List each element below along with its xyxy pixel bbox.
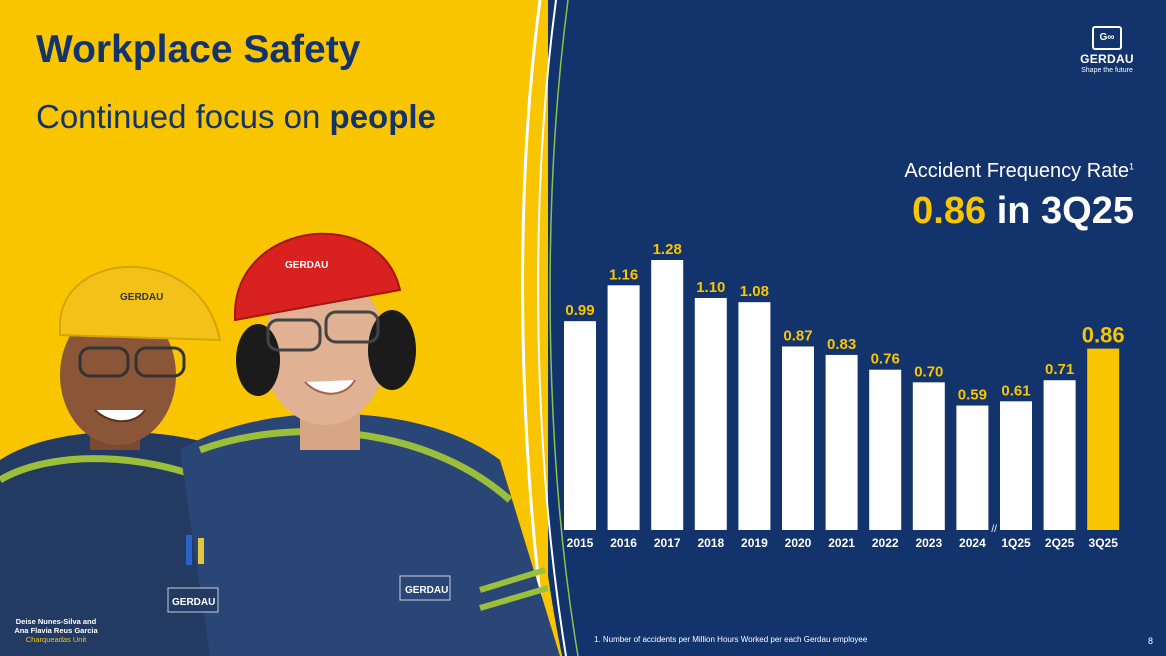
bar-2019 (738, 302, 771, 530)
metric-value-number: 0.86 (912, 190, 987, 232)
page-title: Workplace Safety (36, 28, 361, 71)
logo-tagline: Shape the future (1081, 67, 1133, 74)
tick-label-2024: 2024 (959, 536, 986, 550)
tick-label-3Q25: 3Q25 (1089, 536, 1119, 550)
tick-label-2018: 2018 (697, 536, 724, 550)
tick-label-2015: 2015 (567, 536, 594, 550)
caption-unit: Charqueadas Unit (25, 635, 87, 644)
data-label-2017: 1.28 (653, 241, 682, 258)
metric-value: 0.86 in 3Q25 (912, 190, 1134, 233)
bar-1Q25 (1000, 401, 1032, 530)
tick-label-2021: 2021 (828, 536, 855, 550)
data-label-2021: 0.83 (827, 336, 856, 353)
tick-label-2019: 2019 (741, 536, 768, 550)
bar-2015 (564, 321, 596, 530)
axis-break-marker: // (991, 524, 997, 535)
bar-2024 (956, 405, 989, 530)
data-label-2020: 0.87 (783, 327, 812, 344)
data-label-2Q25: 0.71 (1045, 361, 1074, 378)
data-label-2022: 0.76 (871, 351, 900, 368)
metric-label-text: Accident Frequency Rate (904, 160, 1129, 182)
tick-label-2023: 2023 (915, 536, 942, 550)
bar-2021 (825, 354, 858, 530)
bar-2017 (651, 260, 684, 530)
data-label-1Q25: 0.61 (1001, 382, 1030, 399)
data-label-2019: 1.08 (740, 283, 769, 300)
data-label-3Q25: 0.86 (1082, 323, 1125, 348)
gerdau-logo-icon: G∞ (1092, 26, 1122, 50)
bar-3Q25 (1087, 348, 1120, 530)
caption-names: Deise Nunes-Silva and Ana Flavia Reus Ga… (14, 617, 98, 635)
helmet-text-right: GERDAU (285, 260, 328, 271)
helmet-text-left: GERDAU (120, 292, 163, 303)
metric-label: Accident Frequency Rate1 (904, 160, 1134, 183)
pocket-logo-text-left: GERDAU (172, 597, 215, 608)
gerdau-logo: G∞ GERDAU Shape the future (1076, 26, 1138, 74)
bar-2Q25 (1043, 380, 1076, 530)
workers-photo: GERDAU GERDAU GERDAU GERDAU (0, 232, 560, 656)
footnote: 1. Number of accidents per Million Hours… (594, 635, 868, 644)
subtitle-emphasis: people (329, 98, 436, 135)
page-subtitle: Continued focus on people (36, 98, 436, 136)
tick-label-2Q25: 2Q25 (1045, 536, 1075, 550)
tick-label-2022: 2022 (872, 536, 899, 550)
logo-name: GERDAU (1080, 52, 1134, 66)
tick-label-2016: 2016 (610, 536, 637, 550)
subtitle-prefix: Continued focus on (36, 98, 321, 135)
bar-2022 (869, 369, 902, 530)
accident-frequency-bar-chart: 0.99 2015 1.16 2016 1.28 2017 1.10 2018 1.08 2019… (564, 241, 1125, 550)
data-label-2016: 1.16 (609, 266, 638, 283)
tick-label-1Q25: 1Q25 (1001, 536, 1031, 550)
bar-2016 (607, 285, 640, 530)
metric-period: in 3Q25 (996, 190, 1134, 232)
photo-caption: Deise Nunes-Silva and Ana Flavia Reus Ga… (11, 617, 101, 644)
page-number: 8 (1148, 636, 1154, 646)
data-label-2018: 1.10 (696, 279, 725, 296)
footnote-marker: 1 (1128, 161, 1134, 172)
tick-label-2020: 2020 (785, 536, 812, 550)
data-label-2015: 0.99 (565, 302, 594, 319)
data-label-2024: 0.59 (958, 387, 987, 404)
bar-2023 (912, 382, 945, 530)
bar-2018 (694, 297, 727, 530)
bar-2020 (782, 346, 814, 530)
data-label-2023: 0.70 (914, 363, 943, 380)
pocket-logo-text-right: GERDAU (405, 585, 448, 596)
tick-label-2017: 2017 (654, 536, 681, 550)
